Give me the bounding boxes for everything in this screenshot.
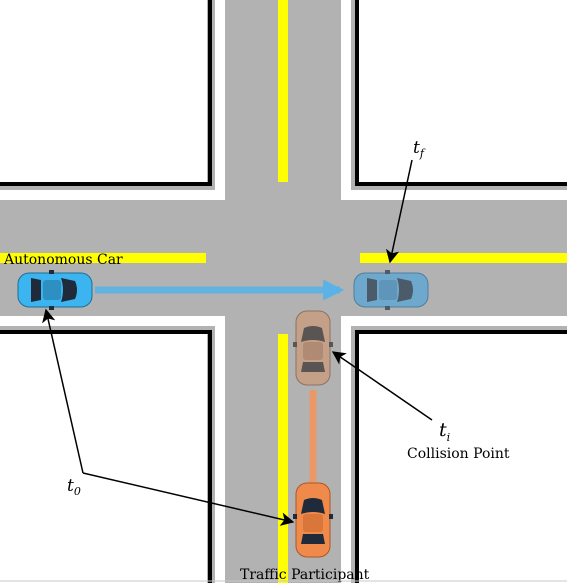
traffic-participant-ti — [293, 310, 333, 386]
autonomous-car-label: Autonomous Car — [3, 252, 123, 268]
arrow-t0-to-traffic-participant — [82, 472, 295, 526]
t0-label: t0 — [67, 476, 81, 498]
lane-mark-top — [278, 0, 288, 182]
ti-label: ti — [439, 419, 450, 444]
traffic-participant-t0 — [293, 482, 333, 558]
annotation-arrows — [42, 159, 433, 526]
block-bottom-left — [0, 330, 212, 583]
tf-label: tf — [413, 138, 426, 160]
collision-point-label: Collision Point — [407, 446, 510, 462]
autonomous-car-t0 — [17, 270, 93, 310]
arrow-t0-to-autonomous-car — [42, 308, 84, 474]
block-top-left — [0, 0, 212, 186]
block-bottom-right — [355, 330, 567, 583]
traffic-participant-label: Traffic Participant — [240, 567, 370, 583]
autonomous-car-tf — [353, 270, 429, 310]
block-top-right — [355, 0, 567, 186]
lane-mark-left — [0, 253, 206, 263]
lane-mark-bottom — [278, 334, 288, 583]
arrow-tf-to-final-position — [385, 159, 413, 264]
arrow-ti-to-collision-point — [331, 351, 433, 421]
lane-mark-right — [360, 253, 567, 263]
